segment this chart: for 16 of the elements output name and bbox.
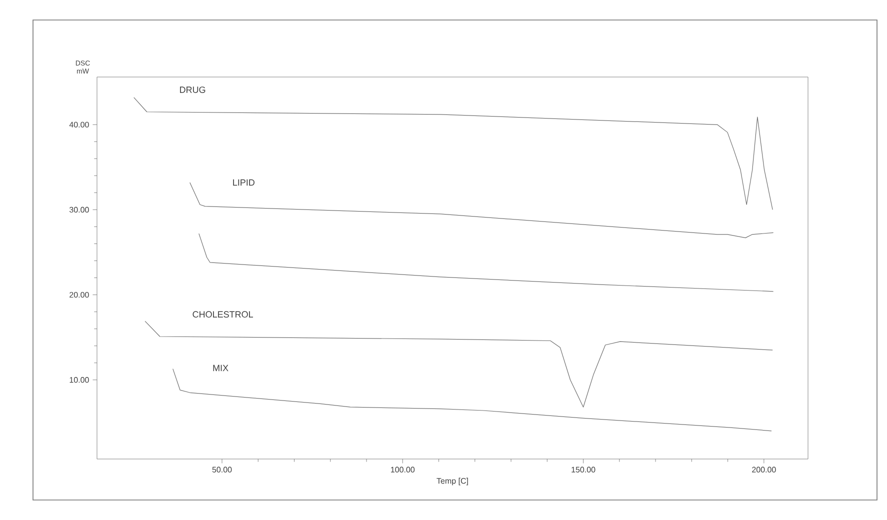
x-tick-label: 200.00 xyxy=(752,466,776,472)
text: LIPID xyxy=(233,179,254,186)
line-series xyxy=(134,97,773,210)
y-tick-label: 40.00 xyxy=(69,122,89,128)
text: DRUG xyxy=(180,86,206,93)
y-tick-label: 30.00 xyxy=(69,206,89,213)
line-series xyxy=(144,320,773,408)
x-tick-label: 150.00 xyxy=(572,466,596,472)
x-axis-title: Temp [C] xyxy=(436,478,468,486)
line-series xyxy=(198,233,774,292)
x-tick-label: 100.00 xyxy=(391,466,415,472)
x-tick-label: 50.00 xyxy=(212,466,232,472)
y-tick-label: 20.00 xyxy=(70,292,89,298)
text: MIX xyxy=(213,364,228,372)
y-tick-label: 10.00 xyxy=(70,377,89,383)
text: CHOLESTROL xyxy=(192,311,254,318)
